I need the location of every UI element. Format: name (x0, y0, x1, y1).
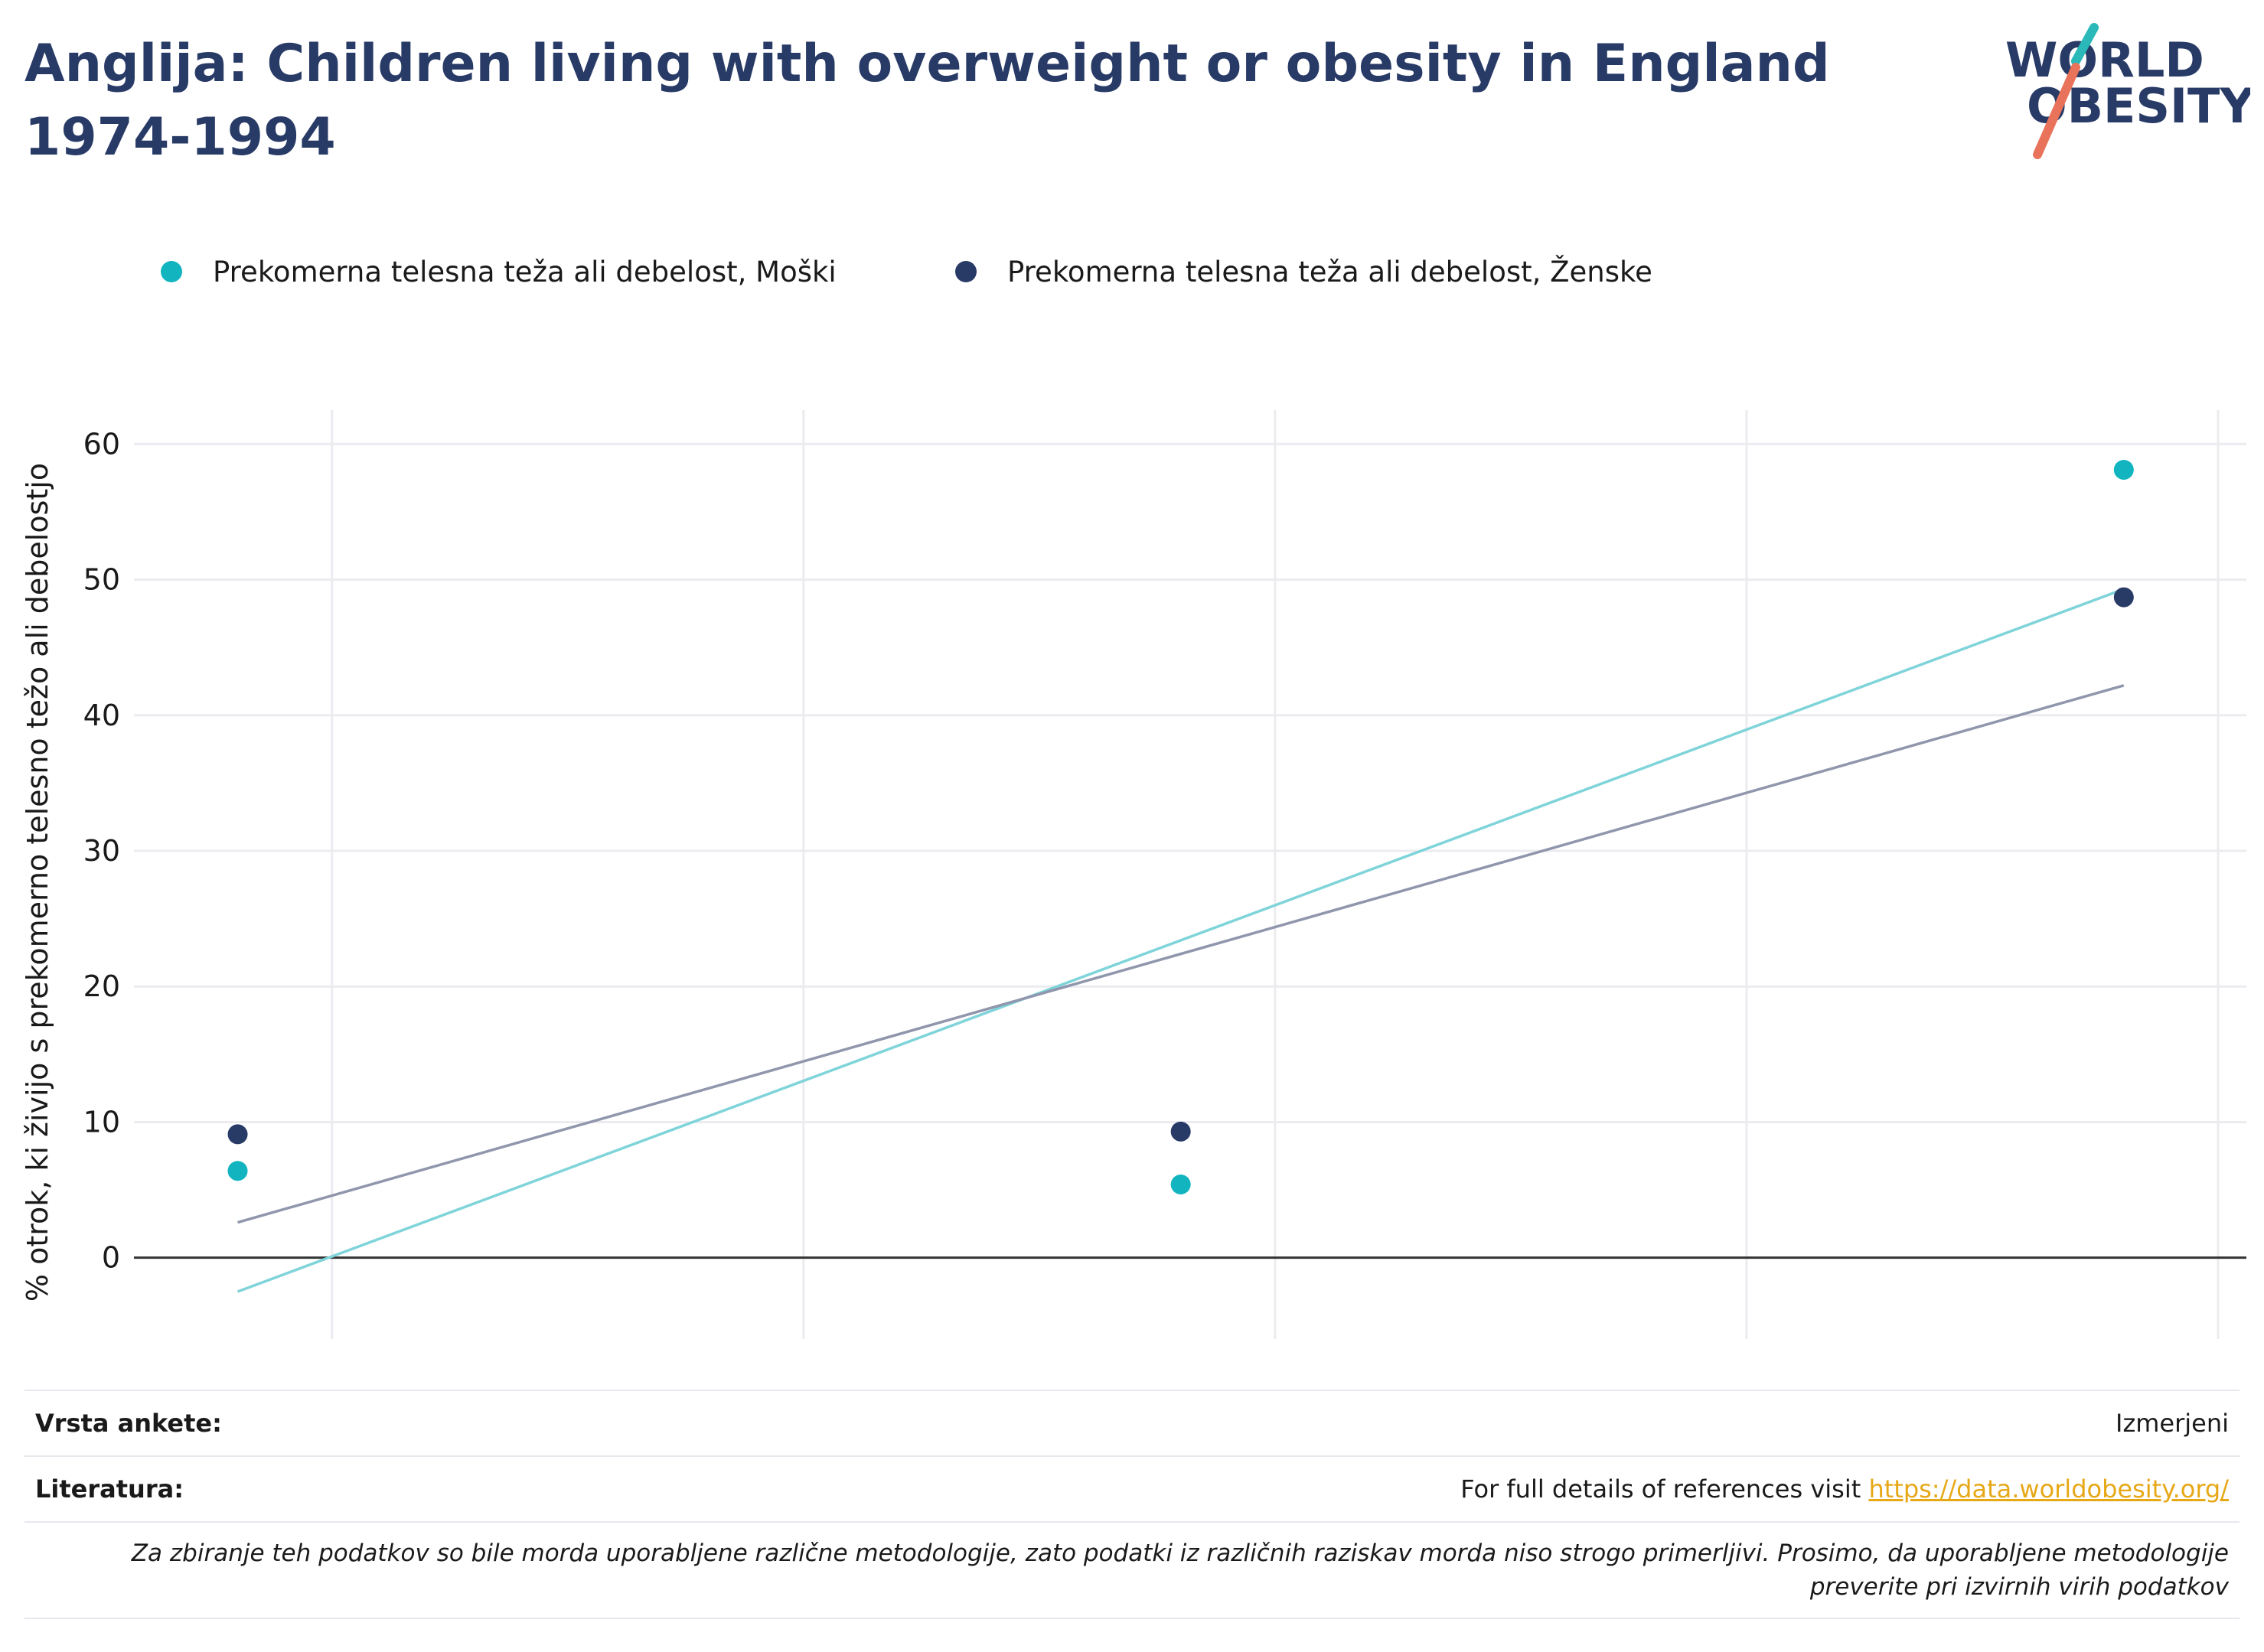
legend-item-male[interactable]: Prekomerna telesna teža ali debelost, Mo… (161, 249, 837, 295)
y-tick-label-40: 40 (83, 699, 120, 732)
references-text: For full details of references visit (1460, 1474, 1869, 1504)
legend-item-female[interactable]: Prekomerna telesna teža ali debelost, Že… (955, 249, 1652, 295)
footer-row-survey: Vrsta ankete: Izmerjeni (24, 1390, 2240, 1455)
logo-text-world: WORLD (2005, 32, 2204, 88)
point-female-1994[interactable] (2113, 587, 2134, 608)
trend-lines (237, 588, 2125, 1293)
y-tick-label-60: 60 (83, 427, 120, 461)
survey-type-value: Izmerjeni (2116, 1409, 2229, 1438)
axes: 197519801985199019950102030405060 (83, 427, 2256, 1377)
y-tick-label-0: 0 (102, 1241, 120, 1275)
data-points (227, 459, 2134, 1194)
y-tick-label-10: 10 (83, 1105, 120, 1139)
logo-slash-bottom (2033, 63, 2080, 159)
logo-slash-top (2071, 23, 2099, 66)
legend-dot-male (161, 261, 182, 282)
footer-row-note: Za zbiranje teh podatkov so bile morda u… (24, 1521, 2240, 1619)
legend: Prekomerna telesna teža ali debelost, Mo… (0, 249, 1837, 295)
y-tick-label-30: 30 (83, 834, 120, 868)
point-male-1974[interactable] (227, 1161, 248, 1181)
references-value: For full details of references visit htt… (1460, 1474, 2240, 1504)
references-link[interactable]: https://data.worldobesity.org/ (1868, 1474, 2229, 1504)
world-obesity-logo: WORLD OBESITY (2005, 23, 2250, 159)
y-tick-label-20: 20 (83, 969, 120, 1003)
legend-label-male: Prekomerna telesna teža ali debelost, Mo… (213, 255, 837, 288)
legend-dot-female (955, 261, 977, 282)
legend-label-female: Prekomerna telesna teža ali debelost, Že… (1007, 255, 1652, 288)
point-female-1974[interactable] (227, 1124, 248, 1145)
trend-line-male (237, 588, 2125, 1293)
point-female-1984[interactable] (1170, 1121, 1191, 1142)
trend-line-female (237, 684, 2125, 1224)
methodology-note-line-1: Za zbiranje teh podatkov so bile morda u… (131, 1540, 2229, 1567)
chart-title: Anglija: Children living with overweight… (24, 34, 1830, 168)
y-axis-label: % otrok, ki živijo s prekomerno telesno … (21, 463, 54, 1302)
point-male-1994[interactable] (2113, 459, 2134, 480)
y-tick-label-50: 50 (83, 563, 120, 597)
point-male-1984[interactable] (1170, 1174, 1191, 1194)
grid-lines (134, 410, 2246, 1339)
methodology-note-line-2: preverite pri izvirnih virih podatkov (1809, 1573, 2229, 1601)
methodology-note: Za zbiranje teh podatkov so bile morda u… (86, 1536, 2240, 1604)
scatter-chart: 197519801985199019950102030405060 % otro… (21, 410, 2256, 1377)
references-label: Literatura: (35, 1474, 184, 1504)
chart-footer: Vrsta ankete: Izmerjeni Literatura: For … (24, 1390, 2240, 1619)
footer-row-references: Literatura: For full details of referenc… (24, 1455, 2240, 1521)
survey-type-label: Vrsta ankete: (35, 1409, 222, 1438)
